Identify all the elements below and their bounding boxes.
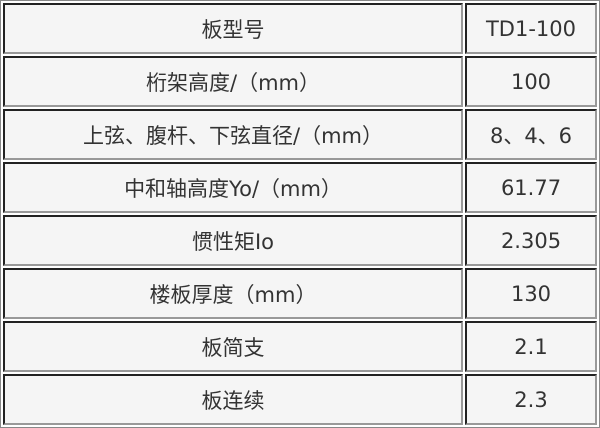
table-row: 板连续 2.3 [3, 374, 597, 425]
row-value: 2.3 [465, 374, 597, 425]
table-row: 桁架高度/（mm） 100 [3, 56, 597, 107]
row-label: 中和轴高度Yo/（mm） [3, 162, 463, 213]
row-label: 板简支 [3, 321, 463, 372]
row-value: 2.1 [465, 321, 597, 372]
row-value: 8、4、6 [465, 109, 597, 160]
table-row: 楼板厚度（mm） 130 [3, 268, 597, 319]
row-label: 板连续 [3, 374, 463, 425]
row-value: 61.77 [465, 162, 597, 213]
table-row: 中和轴高度Yo/（mm） 61.77 [3, 162, 597, 213]
row-label: 惯性矩Io [3, 215, 463, 266]
row-value: 100 [465, 56, 597, 107]
row-value: 2.305 [465, 215, 597, 266]
row-label: 楼板厚度（mm） [3, 268, 463, 319]
row-value: TD1-100 [465, 3, 597, 54]
row-value: 130 [465, 268, 597, 319]
row-label: 板型号 [3, 3, 463, 54]
table-row: 板简支 2.1 [3, 321, 597, 372]
row-label: 上弦、腹杆、下弦直径/（mm） [3, 109, 463, 160]
table-row: 上弦、腹杆、下弦直径/（mm） 8、4、6 [3, 109, 597, 160]
row-label: 桁架高度/（mm） [3, 56, 463, 107]
table-row: 板型号 TD1-100 [3, 3, 597, 54]
table-row: 惯性矩Io 2.305 [3, 215, 597, 266]
